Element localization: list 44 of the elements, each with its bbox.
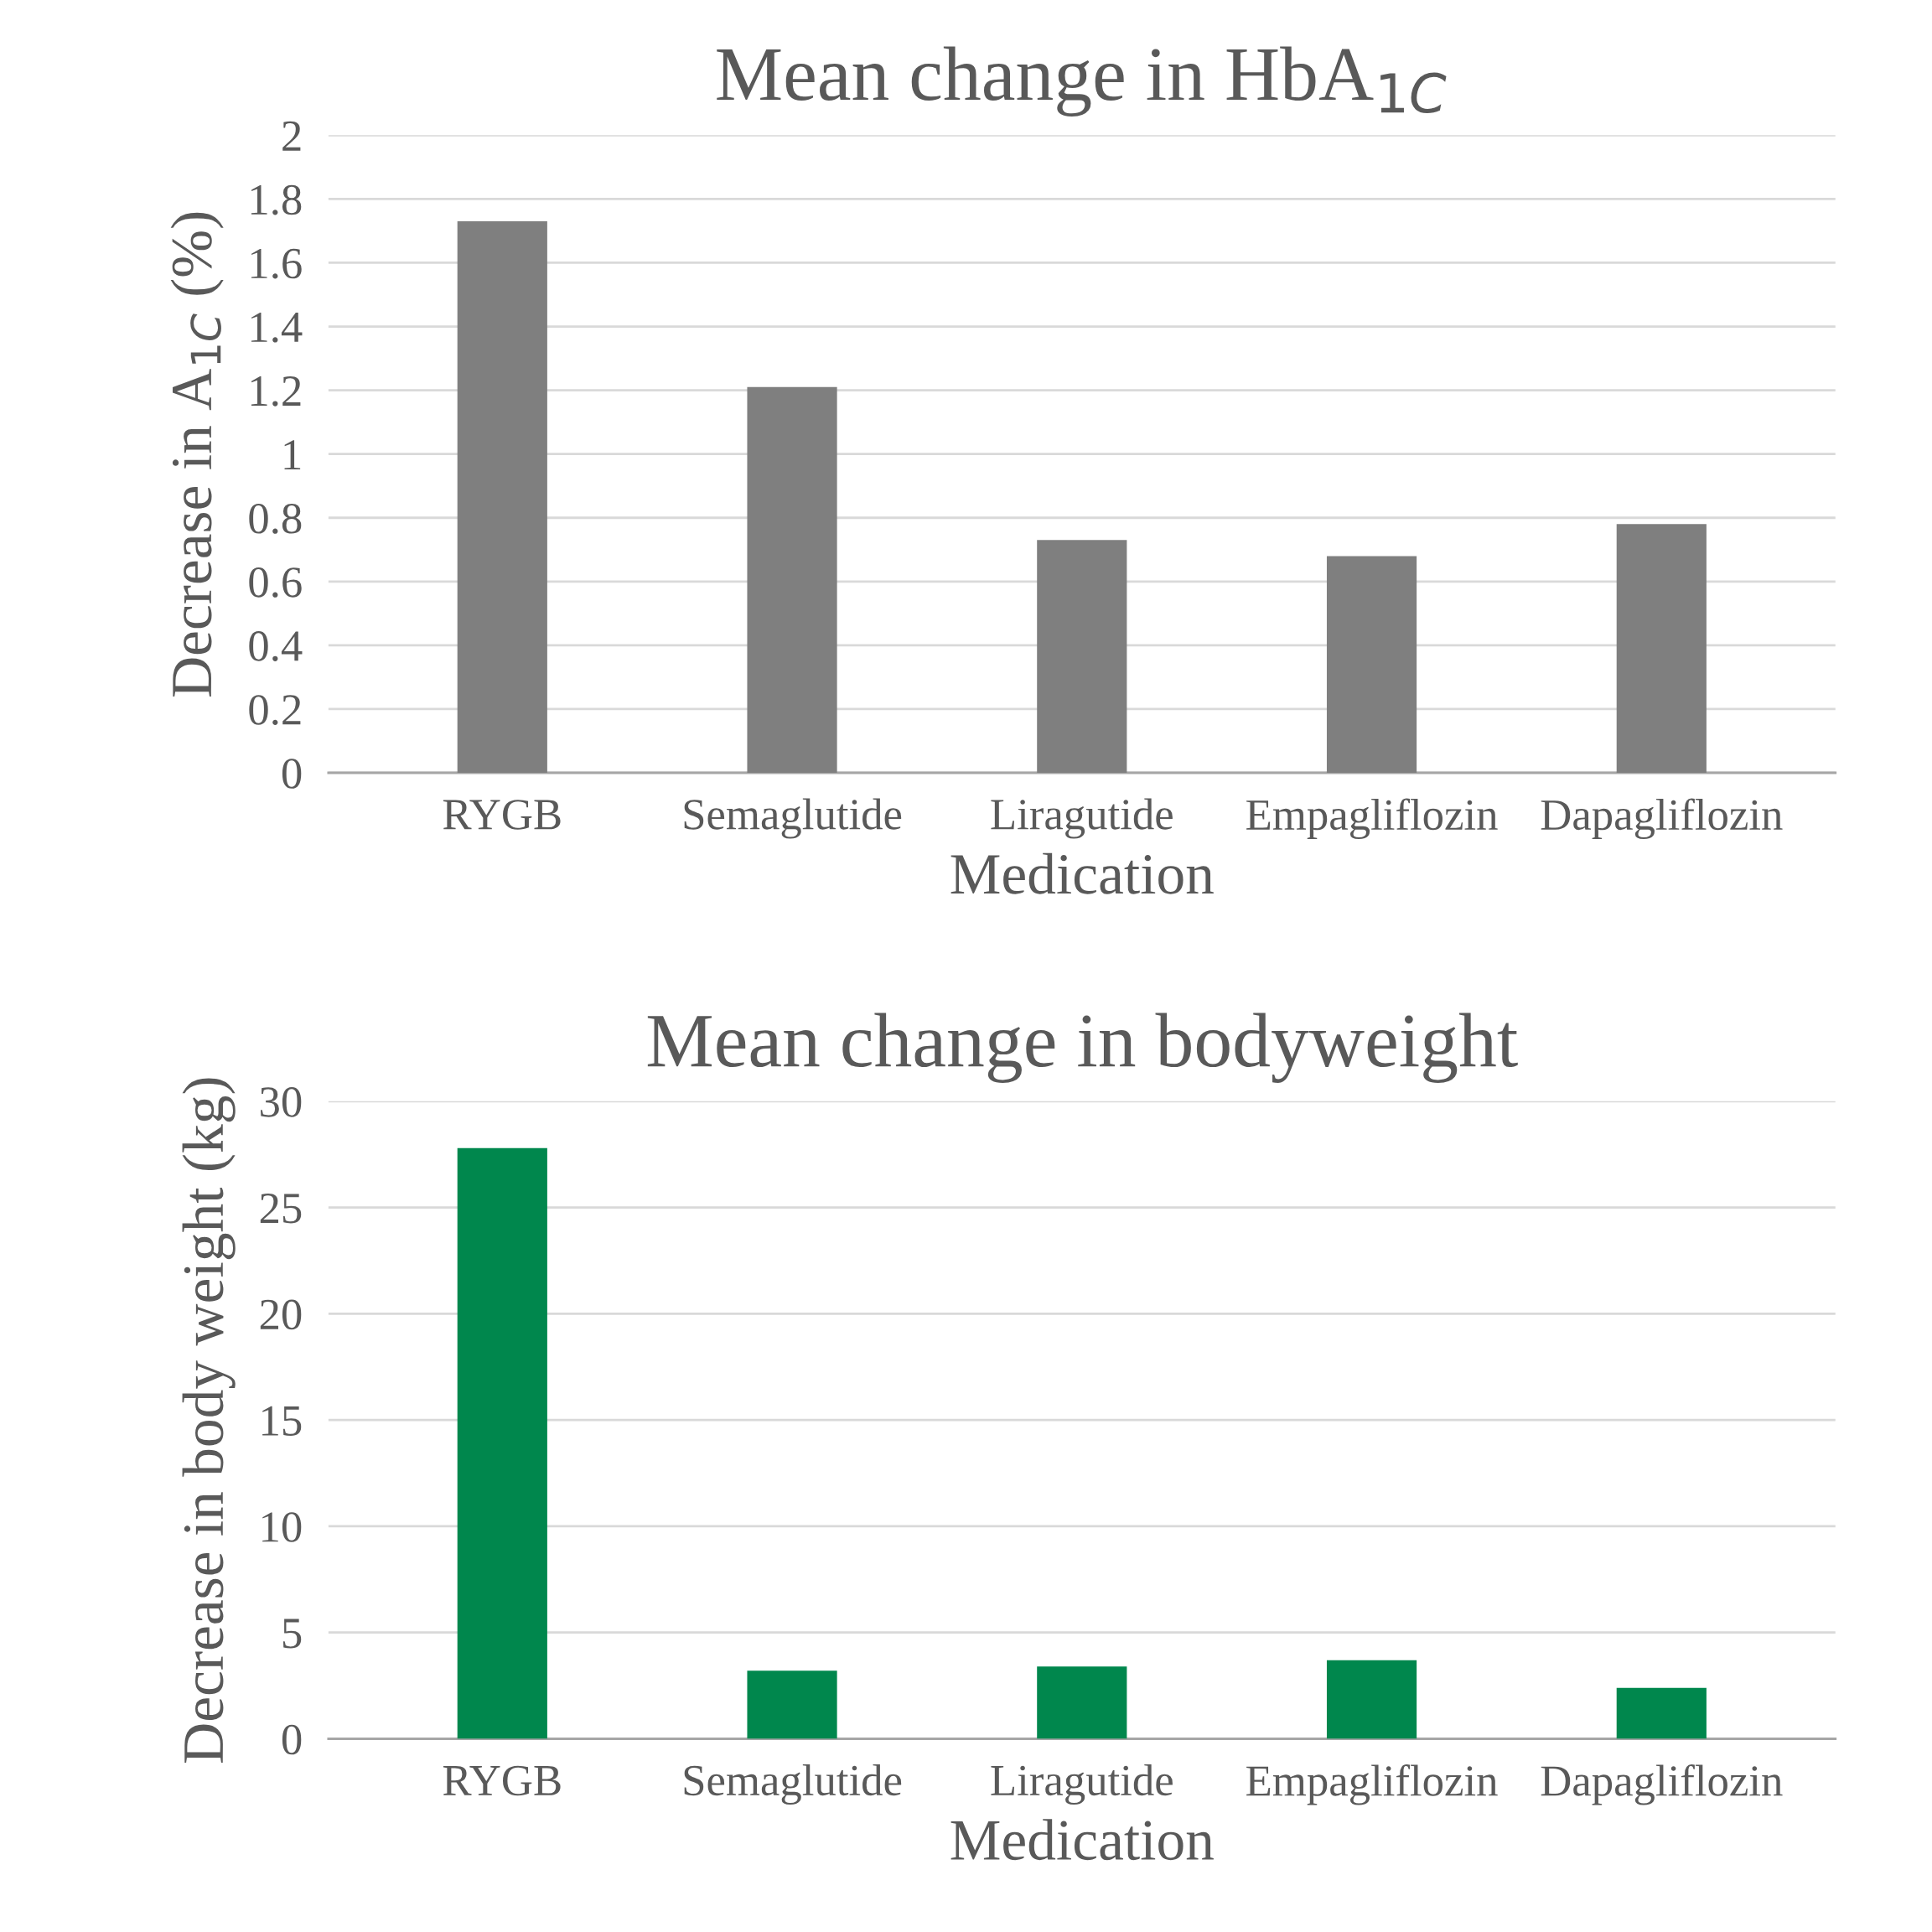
y-tick-label: 0.8	[249, 503, 302, 534]
x-tick-label: Empagliflozin	[1246, 1764, 1498, 1805]
y-tick-label: 0	[282, 759, 302, 789]
bar	[457, 221, 547, 773]
y-tick-label: 1.2	[251, 376, 301, 407]
bar	[1616, 524, 1707, 773]
bar	[747, 1670, 837, 1739]
chart-title: Mean change in bodyweight	[647, 1013, 1518, 1083]
x-tick-label: Liragutide	[991, 798, 1173, 839]
x-tick-label: Semaglutide	[684, 798, 902, 839]
bar	[1037, 540, 1127, 773]
chart-title: Mean change in HbA$_{1C}$	[717, 46, 1447, 117]
y-tick-label: 10	[262, 1512, 302, 1542]
bar	[747, 386, 837, 773]
y-tick-label: 2	[282, 121, 301, 151]
y-tick-label: 25	[260, 1193, 302, 1224]
y-tick-label: 5	[282, 1619, 302, 1649]
y-tick-label: 20	[260, 1299, 302, 1330]
y-tick-label: 30	[261, 1087, 302, 1117]
x-axis-title: Medication	[950, 852, 1214, 894]
x-tick-label: Dapagliflozin	[1541, 798, 1783, 840]
bar	[1326, 556, 1417, 773]
y-tick-label: 1.6	[251, 248, 302, 279]
y-tick-label: 0	[282, 1724, 302, 1755]
bar	[1326, 1660, 1417, 1739]
y-tick-label: 1.4	[251, 313, 303, 343]
x-tick-label: Semaglutide	[684, 1764, 902, 1805]
x-tick-label: RYGB	[443, 1765, 561, 1796]
y-tick-label: 0.4	[249, 631, 303, 661]
y-tick-label: 15	[262, 1406, 302, 1437]
x-tick-label: Liragutide	[991, 1764, 1173, 1805]
bar	[1616, 1687, 1707, 1739]
y-tick-label: 0.2	[249, 695, 301, 725]
bar	[457, 1147, 547, 1739]
y-axis-title: Decrease in body weight (kg)	[182, 1078, 236, 1763]
bar	[1037, 1666, 1127, 1739]
y-tick-label: 0.6	[249, 567, 302, 598]
x-tick-label: Dapagliflozin	[1541, 1764, 1783, 1805]
y-tick-label: 1	[284, 440, 301, 469]
y-axis-title: Decrease in A$_{1C}$ (%)	[170, 212, 224, 697]
y-tick-label: 1.8	[251, 184, 302, 215]
x-axis-title: Medication	[950, 1819, 1214, 1861]
x-tick-label: Empagliflozin	[1246, 798, 1498, 840]
x-tick-label: RYGB	[443, 800, 561, 830]
